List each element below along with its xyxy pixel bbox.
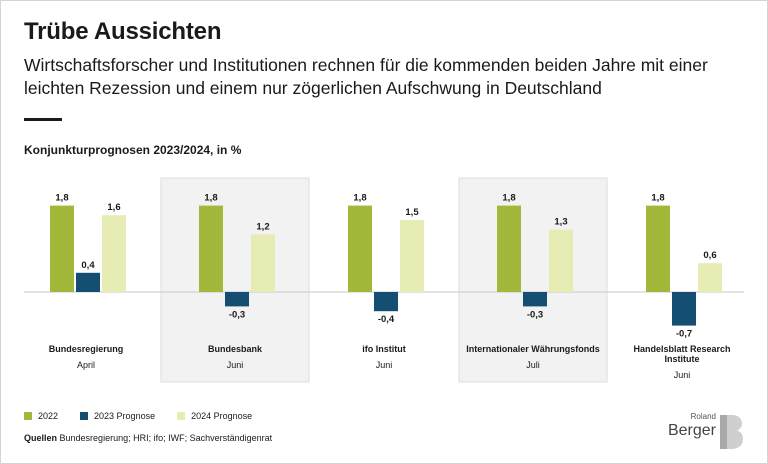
bar xyxy=(251,234,275,292)
data-label: 1,8 xyxy=(502,193,515,204)
legend-swatch-2023 xyxy=(80,412,89,420)
group-highlight-bg xyxy=(160,177,310,383)
category-label: Handelsblatt Research xyxy=(633,344,730,354)
logo-text-small: Roland xyxy=(690,412,716,421)
data-label: 0,4 xyxy=(81,260,95,271)
sources-line: Quellen Bundesregierung; HRI; ifo; IWF; … xyxy=(24,433,272,443)
bar xyxy=(102,215,126,292)
legend-swatch-2022 xyxy=(24,412,32,420)
bar xyxy=(400,220,424,292)
data-label: -0,7 xyxy=(676,329,692,340)
legend-item-2024: 2024 Prognose xyxy=(177,411,252,421)
legend-item-2023: 2023 Prognose xyxy=(80,411,155,421)
sources-text: Bundesregierung; HRI; ifo; IWF; Sachvers… xyxy=(59,433,273,443)
logo-text-big: Berger xyxy=(667,422,716,439)
category-label: Internationaler Währungsfonds xyxy=(466,344,600,354)
bar xyxy=(523,292,547,307)
bar xyxy=(199,205,223,292)
category-label: Bundesregierung xyxy=(49,344,124,354)
title-divider xyxy=(24,118,62,121)
data-label: 1,8 xyxy=(651,193,664,204)
data-label: 1,3 xyxy=(554,217,567,228)
page-title: Trübe Aussichten xyxy=(24,18,222,45)
category-date: Juni xyxy=(227,360,244,370)
category-date: Juni xyxy=(674,370,691,380)
bar xyxy=(698,263,722,292)
labels: 1,8 0,4 1,6 Bundesregierung April 1,8 -0,3 1,2 B… xyxy=(49,193,731,380)
data-label: 1,2 xyxy=(256,221,269,232)
category-date: Juli xyxy=(526,360,540,370)
chart-title: Konjunkturprognosen 2023/2024, in % xyxy=(24,143,242,157)
legend-item-2022: 2022 xyxy=(24,411,58,421)
data-label: 1,6 xyxy=(107,202,120,213)
category-label: Institute xyxy=(665,354,700,364)
legend-swatch-2024 xyxy=(177,412,186,420)
bar xyxy=(549,229,573,292)
group-highlight-bg xyxy=(458,177,608,383)
data-label: 1,8 xyxy=(353,193,366,204)
bar xyxy=(225,292,249,307)
group-backgrounds xyxy=(160,177,608,383)
sources-label: Quellen xyxy=(24,433,58,443)
category-label: Bundesbank xyxy=(208,344,263,354)
bar xyxy=(374,292,398,312)
data-label: -0,4 xyxy=(378,314,395,325)
legend-label-2023: 2023 Prognose xyxy=(94,411,156,421)
data-label: 1,8 xyxy=(55,193,68,204)
category-date: April xyxy=(77,360,95,370)
roland-berger-logo: Roland Berger xyxy=(667,412,746,452)
bar xyxy=(672,292,696,326)
legend-label-2022: 2022 xyxy=(38,411,59,421)
bar xyxy=(646,205,670,292)
bars xyxy=(50,205,722,326)
legend-label-2024: 2024 Prognose xyxy=(191,411,253,421)
bar xyxy=(50,205,74,292)
logo-mark-icon xyxy=(720,415,743,449)
bar xyxy=(76,272,100,292)
data-label: 0,6 xyxy=(703,250,716,261)
data-label: 1,5 xyxy=(405,207,419,218)
bar xyxy=(348,205,372,292)
legend: 2022 2023 Prognose 2024 Prognose xyxy=(24,411,274,421)
data-label: -0,3 xyxy=(527,309,543,320)
bar xyxy=(497,205,521,292)
page-subtitle: Wirtschaftsforscher und Institutionen re… xyxy=(24,55,708,98)
category-label: ifo Institut xyxy=(362,344,406,354)
data-label: 1,8 xyxy=(204,193,217,204)
category-date: Juni xyxy=(376,360,393,370)
data-label: -0,3 xyxy=(229,309,245,320)
